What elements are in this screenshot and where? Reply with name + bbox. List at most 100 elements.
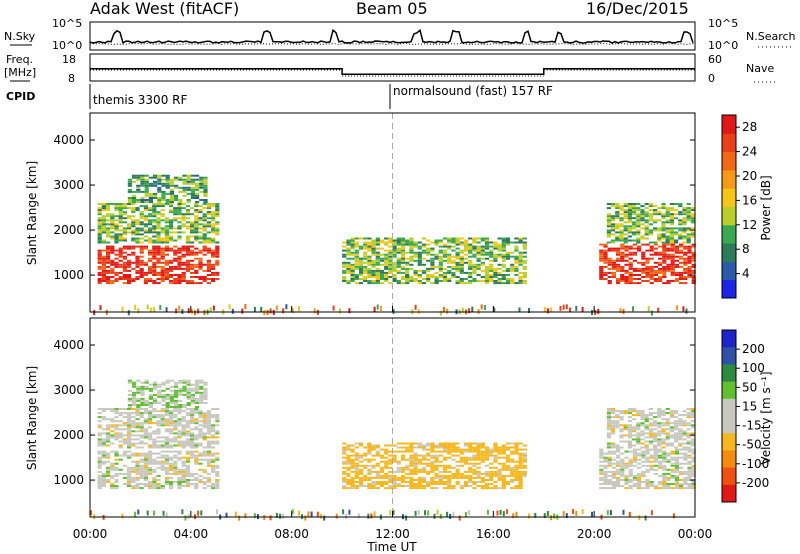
power-echo-cell bbox=[662, 276, 667, 278]
velocity-echo-cell bbox=[640, 414, 645, 417]
power-echo-cell bbox=[152, 207, 157, 210]
power-echo-cell bbox=[164, 221, 169, 224]
velocity-echo-cell bbox=[421, 468, 427, 471]
velocity-echo-cell bbox=[152, 414, 157, 417]
velocity-echo-cell bbox=[160, 420, 165, 423]
power-echo-cell bbox=[97, 278, 102, 280]
velocity-echo-cell bbox=[375, 454, 380, 457]
velocity-echo-cell bbox=[206, 479, 211, 481]
velocity-echo-cell bbox=[665, 436, 670, 439]
power-echo-cell bbox=[679, 249, 684, 252]
power-echo-cell bbox=[173, 251, 178, 254]
power-echo-cell bbox=[152, 280, 157, 282]
velocity-echo-cell bbox=[143, 472, 148, 475]
velocity-echo-cell bbox=[505, 454, 511, 457]
power-echo-cell bbox=[493, 280, 498, 282]
power-echo-cell bbox=[215, 215, 220, 218]
power-echo-cell bbox=[156, 213, 161, 216]
power-echo-cell bbox=[215, 278, 220, 280]
power-echo-cell bbox=[157, 174, 162, 177]
velocity-echo-cell bbox=[122, 440, 127, 443]
power-echo-cell bbox=[199, 199, 204, 201]
power-scatter-cell bbox=[446, 308, 449, 314]
power-echo-cell bbox=[616, 269, 621, 272]
power-echo-cell bbox=[468, 276, 473, 278]
velocity-echo-cell bbox=[505, 466, 511, 469]
power-echo-cell bbox=[683, 247, 688, 250]
power-echo-cell bbox=[156, 231, 161, 234]
velocity-echo-cell bbox=[139, 430, 144, 433]
power-echo-cell bbox=[438, 261, 443, 264]
velocity-echo-cell bbox=[678, 424, 683, 427]
power-echo-cell bbox=[632, 221, 637, 224]
velocity-echo-cell bbox=[606, 422, 611, 425]
velocity-echo-cell bbox=[430, 446, 435, 449]
velocity-echo-cell bbox=[620, 479, 625, 481]
power-echo-cell bbox=[199, 184, 204, 187]
velocity-echo-cell bbox=[627, 436, 632, 439]
power-echo-cell bbox=[603, 261, 608, 264]
power-echo-cell bbox=[641, 263, 646, 266]
power-echo-cell bbox=[459, 267, 464, 270]
power-echo-cell bbox=[426, 253, 431, 256]
velocity-echo-cell bbox=[156, 440, 161, 443]
velocity-echo-cell bbox=[106, 440, 111, 443]
velocity-echo-cell bbox=[493, 460, 498, 463]
velocity-scatter-cell bbox=[562, 511, 565, 517]
power-echo-cell bbox=[215, 227, 220, 230]
velocity-echo-cell bbox=[489, 450, 494, 453]
power-echo-cell bbox=[690, 235, 695, 238]
power-echo-cell bbox=[143, 245, 148, 248]
power-echo-cell bbox=[396, 265, 401, 268]
power-echo-cell bbox=[181, 207, 186, 210]
velocity-echo-cell bbox=[616, 456, 621, 459]
velocity-echo-cell bbox=[670, 452, 675, 455]
velocity-echo-cell bbox=[363, 452, 368, 455]
power-echo-cell bbox=[152, 255, 157, 258]
velocity-echo-cell bbox=[350, 466, 355, 469]
velocity-scatter-cell bbox=[433, 513, 436, 519]
power-echo-cell bbox=[405, 239, 410, 242]
power-echo-cell bbox=[480, 253, 485, 256]
power-echo-cell bbox=[691, 245, 696, 248]
velocity-echo-cell bbox=[177, 410, 182, 413]
power-echo-cell bbox=[194, 253, 199, 256]
power-echo-cell bbox=[354, 261, 359, 264]
power-echo-cell bbox=[132, 197, 137, 199]
power-echo-cell bbox=[354, 257, 359, 260]
power-echo-cell bbox=[649, 271, 654, 274]
velocity-echo-cell bbox=[206, 418, 211, 421]
velocity-echo-cell bbox=[148, 432, 153, 435]
velocity-echo-cell bbox=[690, 408, 695, 410]
power-echo-cell bbox=[451, 265, 456, 268]
velocity-echo-cell bbox=[636, 434, 641, 437]
power-echo-cell bbox=[665, 231, 670, 234]
velocity-echo-cell bbox=[194, 434, 199, 437]
velocity-echo-cell bbox=[514, 448, 519, 451]
velocity-echo-cell bbox=[135, 472, 140, 475]
velocity-echo-cell bbox=[198, 468, 203, 471]
velocity-echo-cell bbox=[501, 456, 506, 459]
power-echo-cell bbox=[169, 194, 174, 197]
power-echo-cell bbox=[379, 263, 385, 266]
velocity-echo-cell bbox=[603, 470, 608, 473]
velocity-echo-cell bbox=[156, 420, 161, 423]
power-echo-cell bbox=[106, 209, 111, 212]
velocity-echo-cell bbox=[101, 416, 106, 419]
power-echo-cell bbox=[174, 199, 179, 201]
velocity-echo-cell bbox=[367, 442, 372, 445]
velocity-echo-cell bbox=[683, 462, 688, 465]
velocity-echo-cell bbox=[202, 416, 207, 419]
power-echo-cell bbox=[160, 269, 165, 272]
velocity-echo-cell bbox=[632, 428, 637, 431]
power-echo-cell bbox=[623, 227, 628, 230]
velocity-echo-cell bbox=[691, 464, 696, 467]
power-echo-cell bbox=[181, 255, 186, 258]
velocity-echo-cell bbox=[194, 422, 199, 425]
velocity-echo-cell bbox=[421, 448, 427, 451]
power-echo-cell bbox=[628, 245, 633, 248]
velocity-echo-cell bbox=[603, 487, 608, 490]
power-echo-cell bbox=[620, 267, 625, 270]
power-echo-cell bbox=[434, 241, 439, 244]
velocity-echo-cell bbox=[489, 448, 494, 451]
